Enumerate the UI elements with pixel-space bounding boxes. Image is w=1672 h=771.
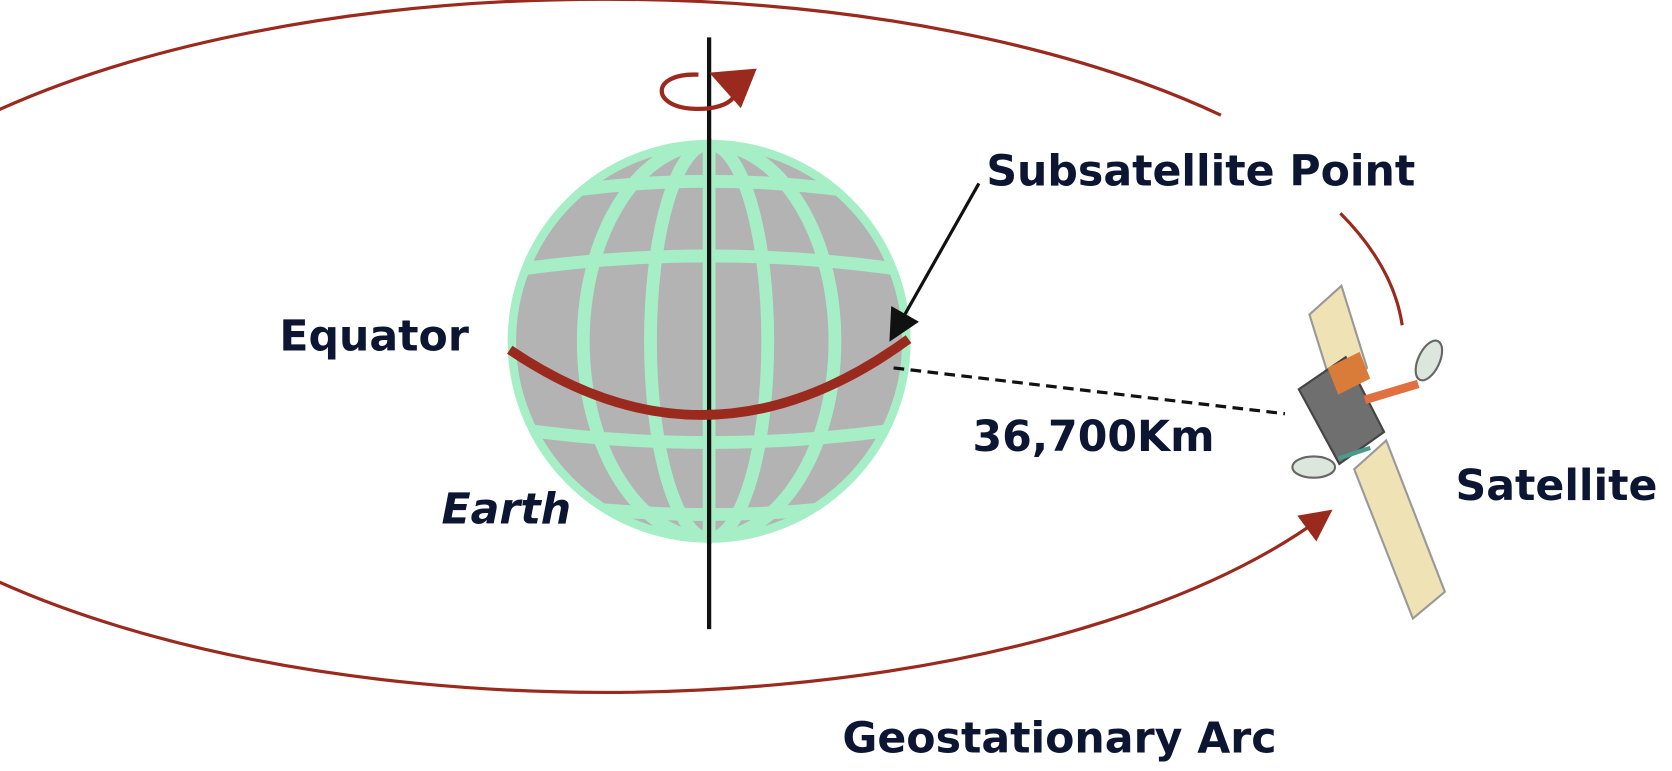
- distance-label: 36,700Km: [972, 412, 1214, 462]
- subsatellite-point-label: Subsatellite Point: [986, 146, 1415, 196]
- orbit-arc-segment: [1339, 212, 1404, 326]
- pointer-arrow: [889, 182, 981, 342]
- earth-label: Earth: [441, 484, 571, 534]
- satellite: [1291, 283, 1447, 621]
- rotation-arrow: [659, 68, 757, 111]
- arc-label: Geostationary Arc: [842, 714, 1276, 764]
- satellite-label: Satellite: [1456, 461, 1658, 511]
- distance-line: [893, 366, 1286, 416]
- equator-line: [507, 335, 912, 420]
- equator-label: Equator: [279, 312, 469, 362]
- orbit-arc: [0, 0, 1333, 694]
- earth: [507, 138, 911, 544]
